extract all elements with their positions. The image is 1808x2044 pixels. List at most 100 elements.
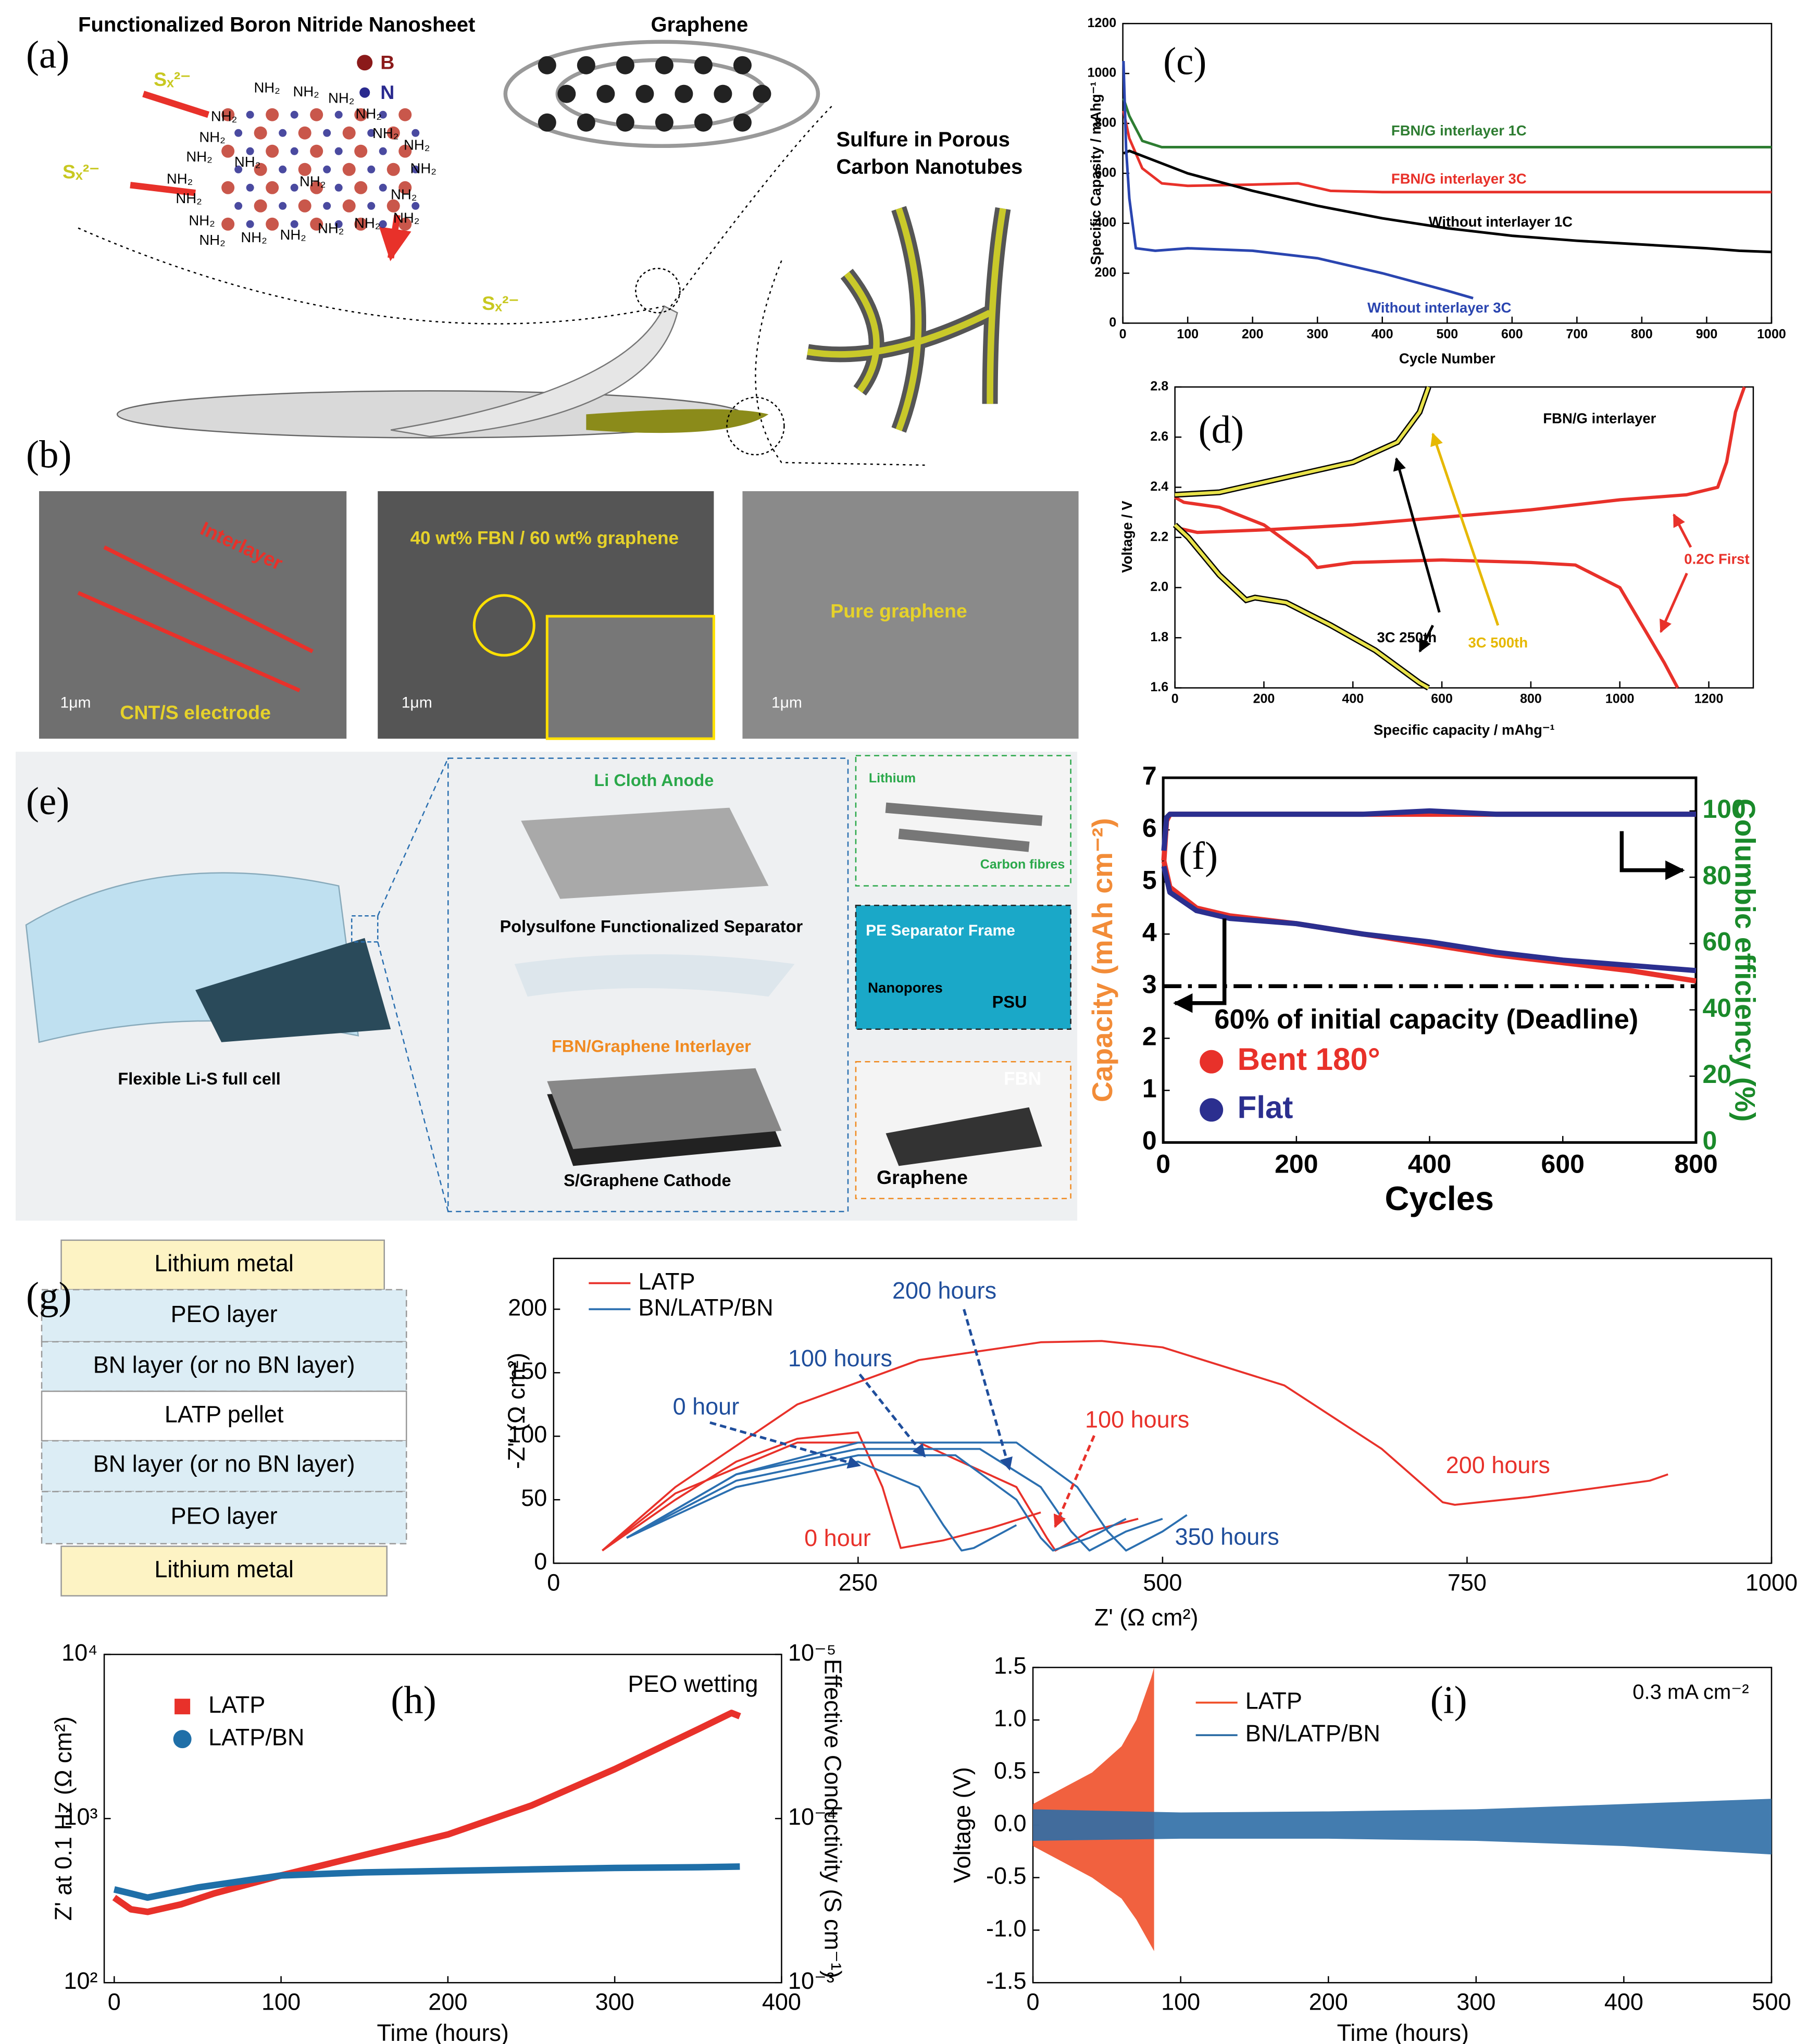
y-tick-label: 7 <box>1142 761 1157 790</box>
series-line <box>112 1710 741 1915</box>
x-tick-label: 700 <box>1566 327 1588 341</box>
x-tick-label: 400 <box>762 1989 801 2015</box>
y-tick-label: 0.0 <box>994 1810 1027 1837</box>
series-line <box>1161 808 1696 851</box>
atom <box>290 220 298 228</box>
y-tick-label: 5 <box>1142 865 1157 894</box>
annotation: 200 hours <box>892 1277 996 1304</box>
x-tick-label: 1200 <box>1694 692 1724 706</box>
zoom-box <box>351 915 379 943</box>
layer-label: BN layer (or no BN layer) <box>93 1351 355 1378</box>
arrow <box>1053 1435 1095 1528</box>
y-tick-label: 4 <box>1142 917 1157 946</box>
zoom-circle <box>472 594 535 657</box>
y-tick-label: 6 <box>1142 813 1157 842</box>
x-tick-label: 200 <box>1309 1989 1348 2015</box>
annotation: 0 hour <box>804 1525 871 1551</box>
arrow <box>1660 572 1688 633</box>
cell-layer <box>195 938 391 1042</box>
zoom-circle <box>635 268 681 314</box>
amine-label: NH₂ <box>189 213 215 229</box>
x-axis-label: Time (hours) <box>377 2020 509 2044</box>
atom <box>596 84 615 103</box>
atom <box>577 56 595 74</box>
atom <box>310 181 323 194</box>
series-line <box>602 1340 1668 1552</box>
plot-frame <box>103 1653 782 1984</box>
y-tick-label: 100 <box>508 1421 547 1448</box>
label: PE Separator Frame <box>866 922 1015 939</box>
series-line <box>1174 495 1679 689</box>
series-line <box>1122 98 1772 148</box>
y-axis-label: Z' at 0.1 Hz (Ω cm²) <box>50 1716 77 1921</box>
legend-label: BN/LATP/BN <box>638 1294 773 1320</box>
atom <box>379 183 387 192</box>
legend-swatch <box>1200 1050 1224 1074</box>
atom <box>310 144 323 158</box>
atom <box>334 110 343 119</box>
x-tick-label: 300 <box>1456 1989 1495 2015</box>
amine-label: NH₂ <box>318 220 344 236</box>
layer <box>41 1491 407 1544</box>
series-line <box>1161 866 1697 974</box>
zoom-box <box>447 757 849 1213</box>
atom <box>246 110 254 119</box>
atom <box>354 217 368 231</box>
arrow <box>963 1308 1013 1471</box>
y-tick-label: -1.5 <box>986 1967 1027 1994</box>
panel-label: (h) <box>391 1678 436 1722</box>
series-name: Without interlayer 1C <box>1429 214 1573 230</box>
atom <box>298 163 311 176</box>
y-tick-label: 1.8 <box>1150 630 1168 644</box>
x-tick-label: 600 <box>1501 327 1523 341</box>
atom <box>334 220 343 228</box>
y-tick-label: 200 <box>1094 265 1116 280</box>
x-axis-label: Cycles <box>1385 1179 1494 1217</box>
x-tick-label: 100 <box>1161 1989 1200 2015</box>
label: Nanopores <box>868 979 943 995</box>
atom <box>323 165 331 173</box>
atom <box>379 110 387 119</box>
panel-label: (a) <box>26 33 69 77</box>
x-tick-label: 400 <box>1342 692 1364 706</box>
atom <box>616 56 634 74</box>
zoom-line <box>78 227 665 325</box>
atom <box>246 183 254 192</box>
x-tick-label: 0 <box>1119 327 1127 341</box>
atom <box>386 126 400 140</box>
x-tick-label: 800 <box>1520 692 1542 706</box>
label: N <box>380 81 394 103</box>
y2-tick-label: 10⁻⁴ <box>788 1803 837 1830</box>
label: Carbon Nanotubes <box>836 155 1023 178</box>
amine-label: NH₂ <box>211 108 237 124</box>
y2-tick-label: 10⁻⁵ <box>788 1639 836 1666</box>
atom <box>412 129 420 137</box>
marker-line <box>77 545 314 692</box>
scale-label: 1μm <box>402 694 432 711</box>
arrow <box>1619 831 1685 880</box>
atom <box>246 220 254 228</box>
label: 40 wt% FBN / 60 wt% graphene <box>410 528 679 549</box>
panel-label: (g) <box>26 1275 71 1318</box>
li-cloth <box>521 807 769 899</box>
x-tick-label: 300 <box>1306 327 1328 341</box>
zoom-line <box>670 104 834 307</box>
layer-label: PEO layer <box>171 1502 278 1529</box>
x-tick-label: 0 <box>547 1569 560 1596</box>
series-band <box>1033 1667 1154 1951</box>
atom <box>386 163 400 176</box>
y-axis-label: Capacity (mAh cm⁻²) <box>1086 818 1118 1102</box>
y-tick-label: -0.5 <box>986 1862 1027 1889</box>
annotation: PEO wetting <box>628 1671 758 1697</box>
atom <box>733 113 752 132</box>
atom <box>298 126 311 140</box>
atom <box>675 84 693 103</box>
x-tick-label: 100 <box>261 1989 301 2015</box>
sem-image <box>742 491 1079 739</box>
layer-label: LATP pellet <box>165 1401 284 1427</box>
atom <box>279 202 287 210</box>
x-tick-label: 500 <box>1143 1569 1182 1596</box>
amine-label: NH₂ <box>186 148 212 165</box>
interlayer <box>547 1068 782 1149</box>
y-tick-label: 1200 <box>1087 16 1116 30</box>
